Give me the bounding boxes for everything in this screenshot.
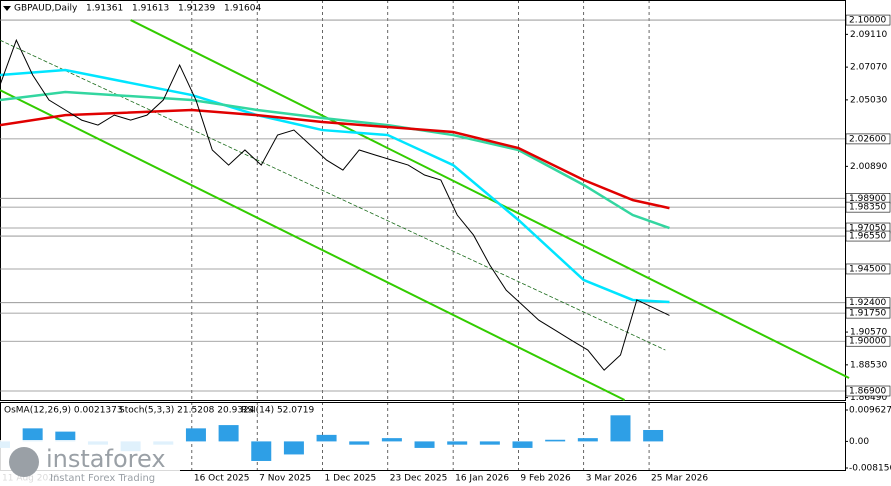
ohlc-value: 1.91604 [224,4,261,14]
osma-bar [349,441,370,445]
plot [0,19,850,401]
x-tick-label: 1 Dec 2025 [324,474,376,484]
ohlc-header: 1.91361 1.91613 1.91239 1.91604 [86,4,261,14]
moving-average [0,90,670,230]
level-box [845,230,891,242]
ohlc-value: 1.91613 [132,4,169,14]
osma-bar [185,428,206,442]
ohlc-value: 1.91239 [178,4,215,14]
y-tick-label: 2.09110 [850,30,887,40]
level-label: 1.97050 [849,224,886,234]
chart-title: GBPAUD,Daily [14,4,78,14]
level-label: 1.98900 [849,194,886,204]
osma-bar [610,415,631,442]
level-label: 1.96550 [849,232,886,242]
level-label: 1.91750 [849,309,886,319]
indicator-header: Stoch(5,3,3) 21.5208 20.9324 [119,406,255,416]
osc-tick-label: -0.008156 [849,464,891,474]
level-box [845,263,891,275]
osma-bar [643,429,664,442]
trend-line [0,39,666,351]
logo: instaforex Instant Forex Trading [0,440,180,486]
level-box [845,14,891,26]
menu-arrow [3,6,11,11]
level-box [845,201,891,213]
price-line [0,38,670,371]
x-tick-label: 16 Oct 2025 [194,474,250,484]
y-tick-label: 1.86490 [850,393,887,403]
level-label: 1.98350 [849,203,886,213]
moving-average [0,68,670,304]
osma-bar [251,441,272,461]
indicator-header: OsMA(12,26,9) 0.0021373 [4,406,123,416]
x-tick-label: 16 Jan 2026 [455,474,509,484]
level-box [845,133,891,145]
osma-bar [283,441,304,455]
trend-line [130,19,850,379]
level-label: 1.86900 [849,387,886,397]
y-tick-label: 1.90570 [850,328,887,338]
level-label: 1.92400 [849,298,886,308]
osc-tick-label: 0.00 [849,437,869,447]
x-tick-label: 23 Dec 2025 [390,474,448,484]
osma-bar [381,438,402,442]
osma-bar [22,428,43,442]
logo-icon [9,447,39,477]
oscillator-frame [0,402,846,471]
osma-bar [512,441,533,448]
trend-line [0,89,626,401]
x-tick-label: 25 Mar 2026 [651,474,708,484]
y-tick-label: 1.88530 [850,360,887,370]
osma-bar [218,425,239,442]
level-box [845,297,891,308]
osma-bar [447,441,468,445]
moving-average [0,108,670,210]
osma-bar [577,438,598,442]
level-label: 1.90000 [849,337,886,347]
y-tick-label: 2.00890 [850,162,887,172]
grid [0,0,845,470]
osma-bar [479,441,500,445]
ohlc-value: 1.91361 [86,4,123,14]
level-label: 1.94500 [849,264,886,274]
y-tick-label: 2.05030 [850,95,887,105]
level-box [845,385,891,397]
level-box [845,335,891,347]
osma-bar [545,439,566,442]
x-tick-label: 7 Nov 2025 [259,474,311,484]
main-frame [0,0,846,401]
osma-bar [55,431,76,442]
level-box [845,307,891,319]
osma-bar [316,434,337,442]
osc-tick-label: 0.009627 [849,406,891,416]
logo-name: instaforex [46,445,166,473]
osma-bar [414,441,435,448]
level-label: 2.02600 [849,134,886,144]
logo-tagline: Instant Forex Trading [50,473,155,484]
indicator-header: RSI(14) 52.0719 [241,406,314,416]
y-tick-label: 2.07070 [850,63,887,73]
level-label: 2.10000 [849,16,886,26]
x-tick-label: 9 Feb 2026 [520,474,571,484]
x-tick-label: 3 Mar 2026 [586,474,638,484]
